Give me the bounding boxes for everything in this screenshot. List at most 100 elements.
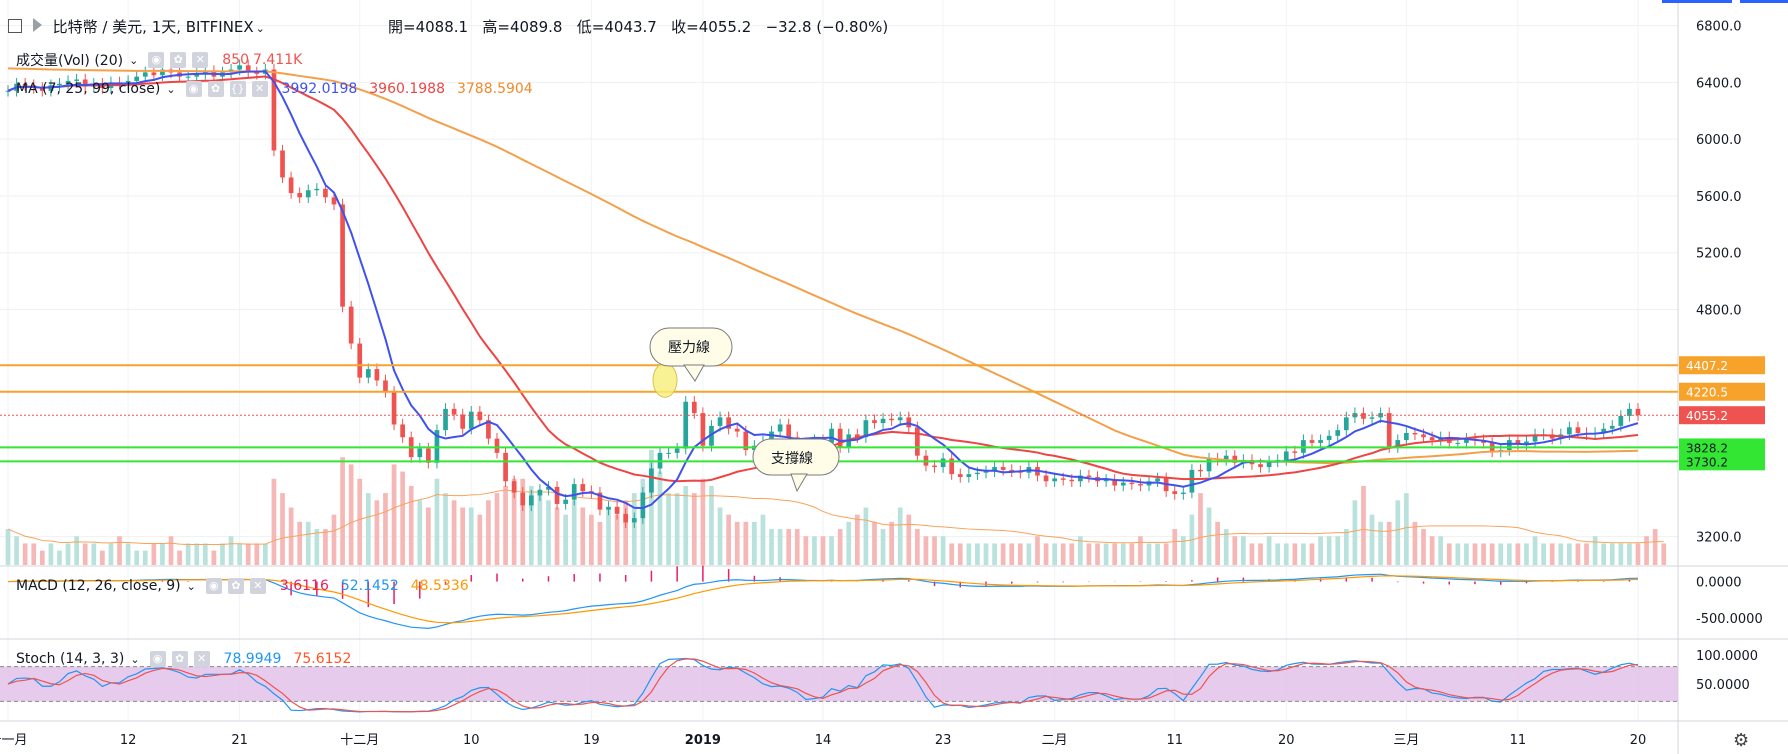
volume-bar [117, 536, 122, 565]
settings-gear-icon: ⚙ [1733, 730, 1749, 751]
resistance-label-bg [1679, 356, 1765, 375]
volume-bar [1155, 543, 1160, 565]
ma99-value: 3788.5904 [456, 81, 533, 97]
eye-icon[interactable]: ◉ [185, 81, 202, 97]
volume-bar [812, 536, 817, 565]
stoch-legend[interactable]: Stoch (14, 3, 3) ⌄ ◉ ✿ ✕ 78.9949 75.6152 [16, 651, 351, 667]
chevron-down-icon: ⌄ [130, 652, 140, 666]
volume-bar [1283, 543, 1289, 565]
candle-body [511, 481, 517, 493]
candle-body [57, 83, 62, 86]
volume-bar [683, 485, 689, 565]
volume-bar [1601, 543, 1607, 565]
volume-bar [142, 550, 148, 565]
candle-body [683, 401, 689, 449]
volume-bar [872, 521, 877, 565]
candle-body [194, 73, 200, 77]
volume-bar [880, 529, 886, 565]
volume-bar [271, 478, 277, 565]
candle-body [1309, 440, 1315, 443]
volume-bar [975, 543, 980, 565]
candle-body [160, 69, 165, 76]
candle-body [631, 518, 637, 523]
volume-bar [108, 543, 114, 565]
macd-legend[interactable]: MACD (12, 26, close, 9) ⌄ ◉ ✿ ✕ 3.6116 52.1… [16, 578, 469, 594]
candle-body [1223, 455, 1229, 460]
volume-bar [889, 521, 894, 565]
symbol-title[interactable]: 比特幣 / 美元, 1天, BITFINEX [52, 18, 254, 36]
volume-legend[interactable]: 成交量(Vol) (20) ⌄ ◉ ✿ ✕ 850 7.411K [16, 50, 302, 70]
stoch-k-value: 78.9949 [223, 651, 282, 667]
candle-body [966, 474, 972, 477]
candle-body [134, 76, 140, 81]
close-icon[interactable]: ✕ [193, 651, 210, 667]
candle-body [1180, 492, 1186, 495]
candle-body [1000, 467, 1006, 470]
eye-icon[interactable]: ◉ [148, 52, 165, 68]
candle-body [623, 513, 629, 523]
time-axis-label: 20 [1278, 733, 1295, 748]
candle-body [1172, 491, 1178, 495]
chevron-down-icon[interactable]: ⌄ [255, 22, 265, 35]
volume-bar [1464, 543, 1469, 565]
candle-body [503, 452, 508, 482]
volume-bar [160, 543, 165, 565]
volume-bar [1095, 543, 1100, 565]
candle-body [443, 408, 448, 431]
volume-bar [1515, 543, 1521, 565]
ma-legend[interactable]: MA (7, 25, 99, close) ⌄ ◉ ✿ {} ✕ 3992.0198 3… [16, 81, 533, 97]
candle-body [691, 401, 697, 414]
candle-body [1198, 469, 1203, 472]
candle-body [468, 411, 474, 429]
candle-body [854, 434, 860, 438]
candle-body [563, 499, 568, 504]
candle-body [288, 177, 294, 194]
time-axis-label: 2019 [685, 733, 721, 748]
volume-bar [443, 493, 448, 565]
candle-body [82, 79, 88, 87]
volume-bar [254, 543, 260, 565]
volume-bar [426, 507, 431, 565]
close-icon[interactable]: ✕ [192, 52, 209, 68]
volume-bar [837, 529, 843, 565]
volume-bar [1326, 536, 1332, 565]
candle-body [1609, 425, 1615, 429]
volume-bar [168, 536, 174, 565]
eye-icon[interactable]: ◉ [149, 651, 166, 667]
close-value: 4055.2 [698, 18, 752, 36]
last-price-label: 4055.2 [1686, 409, 1728, 423]
volume-bar [546, 500, 551, 565]
volume-bar [1635, 543, 1641, 565]
gear-icon[interactable]: ✿ [227, 578, 244, 594]
candle-body [1009, 469, 1015, 472]
close-icon[interactable]: ✕ [249, 578, 266, 594]
candle-body [1292, 451, 1298, 453]
stoch-k-line [7, 657, 1639, 713]
source-code-icon[interactable]: {} [229, 81, 246, 97]
volume-bar [1060, 543, 1066, 565]
volume-bar [1541, 543, 1546, 565]
time-axis-label: 21 [231, 733, 248, 748]
gear-icon[interactable]: ✿ [170, 52, 187, 68]
candle-body [1567, 427, 1572, 435]
volume-bar [700, 478, 706, 565]
volume-bar [1472, 543, 1478, 565]
callout-marker [652, 362, 678, 398]
candle-body [906, 417, 912, 428]
collapse-icon[interactable] [8, 19, 22, 33]
volume-bar [39, 550, 45, 565]
candle-body [151, 72, 157, 76]
volume-bar [57, 550, 62, 565]
volume-bar [1352, 500, 1358, 565]
close-icon[interactable]: ✕ [251, 81, 268, 97]
candle-body [1395, 440, 1401, 448]
gear-icon[interactable]: ✿ [207, 81, 224, 97]
volume-bar [1078, 536, 1083, 565]
time-axis-label: 10 [463, 733, 480, 748]
support-label-bg [1679, 452, 1765, 471]
volume-bar [949, 543, 955, 565]
gear-icon[interactable]: ✿ [171, 651, 188, 667]
volume-bar [1395, 500, 1401, 565]
eye-icon[interactable]: ◉ [205, 578, 222, 594]
